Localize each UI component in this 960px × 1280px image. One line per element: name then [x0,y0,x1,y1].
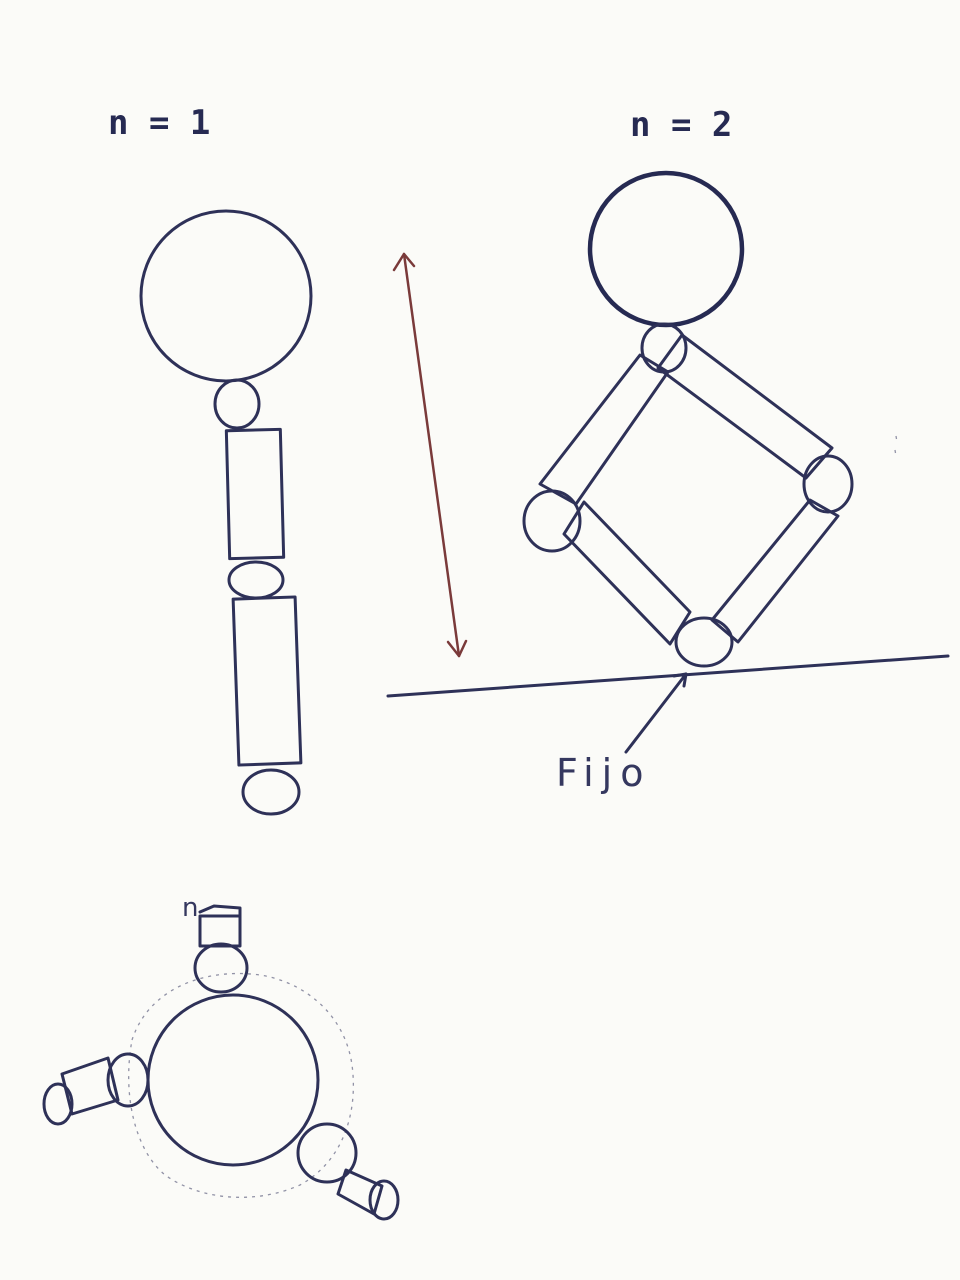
n1-joint-1 [215,380,259,428]
n2-joint-right [804,456,852,512]
n2-head-sphere [590,173,742,325]
fixed-pointer-line [626,674,686,752]
top-arm-label: n [182,893,198,923]
diagram-n2: n = 2 [524,105,897,666]
top-arm-segment [200,916,240,946]
n1-joint-3 [243,770,299,814]
n1-segment-1 [226,429,283,558]
left-arm-end [44,1084,72,1124]
ground-line [388,656,948,696]
n1-head-sphere [141,211,311,381]
n2-joint-top [642,324,686,372]
n2-link-top-left [540,355,668,504]
central-sphere [148,995,318,1165]
diagram-top-view: n [44,893,398,1219]
n1-segment-2 [233,597,301,765]
right-arm-end [370,1181,398,1219]
n2-link-bottom-right [712,500,838,642]
right-arm-joint [298,1124,356,1182]
right-arm-segment [338,1170,382,1214]
top-arm-joint [195,944,247,992]
n2-joint-bottom [676,618,732,666]
motion-arrow [394,254,466,656]
diagram-n1: n = 1 [108,103,311,814]
label-fijo: Fijo [556,751,651,795]
ground: Fijo [388,656,948,795]
stray-mark [896,436,897,442]
label-n2: n = 2 [630,105,732,145]
n1-joint-2 [229,562,283,598]
stray-mark [895,450,896,456]
label-n1: n = 1 [108,103,210,143]
n2-link-bottom-left [564,502,690,644]
